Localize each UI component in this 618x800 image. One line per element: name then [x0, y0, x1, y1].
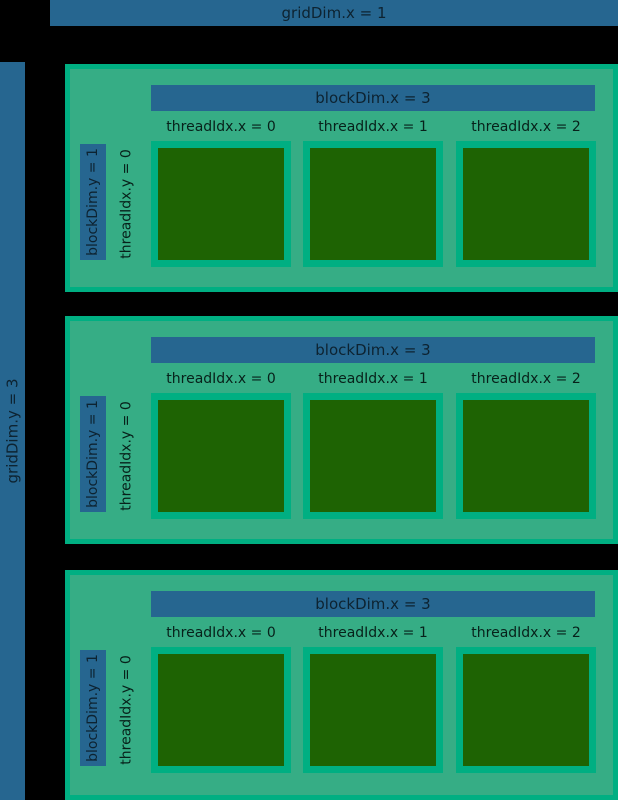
thread-square: [310, 654, 436, 766]
thread-square: [310, 400, 436, 512]
threadidx-x-label: threadIdx.x = 2: [471, 371, 581, 387]
thread-square: [158, 400, 284, 512]
threadidx-x-label: threadIdx.x = 2: [471, 625, 581, 641]
thread-cell: [151, 141, 291, 267]
thread-cell: [151, 393, 291, 519]
blockdim-x-bar: blockDim.x = 3: [151, 337, 595, 363]
threadidx-x-label: threadIdx.x = 1: [318, 625, 428, 641]
thread-square: [463, 148, 589, 260]
griddim-x-label: gridDim.x = 1: [281, 4, 387, 22]
thread-cell: [456, 141, 596, 267]
blockdim-y-bar: blockDim.y = 1: [80, 650, 106, 766]
blockdim-x-bar: blockDim.x = 3: [151, 85, 595, 111]
thread-square: [158, 654, 284, 766]
thread-cell: [456, 393, 596, 519]
threadidx-y-label: threadIdx.y = 0: [119, 149, 135, 259]
griddim-y-bar: gridDim.y = 3: [0, 62, 25, 800]
threadidx-y-label-wrap: threadIdx.y = 0: [112, 647, 142, 773]
thread-block-0: blockDim.x = 3 threadIdx.x = 0 threadIdx…: [65, 64, 618, 292]
thread-cell: [456, 647, 596, 773]
threadidx-y-label-wrap: threadIdx.y = 0: [112, 141, 142, 267]
thread-square: [310, 148, 436, 260]
blockdim-y-bar: blockDim.y = 1: [80, 396, 106, 512]
blockdim-x-label: blockDim.x = 3: [315, 341, 431, 359]
thread-square: [463, 654, 589, 766]
thread-cell: [151, 647, 291, 773]
thread-cell: [303, 141, 443, 267]
blockdim-x-bar: blockDim.x = 3: [151, 591, 595, 617]
griddim-x-bar: gridDim.x = 1: [50, 0, 618, 26]
threadidx-x-label: threadIdx.x = 0: [166, 371, 276, 387]
griddim-y-label: gridDim.y = 3: [3, 378, 22, 484]
blockdim-x-label: blockDim.x = 3: [315, 89, 431, 107]
threadidx-y-label-wrap: threadIdx.y = 0: [112, 393, 142, 519]
thread-block-1: blockDim.x = 3 threadIdx.x = 0 threadIdx…: [65, 316, 618, 544]
threadidx-x-label: threadIdx.x = 1: [318, 119, 428, 135]
blockdim-y-label: blockDim.y = 1: [85, 400, 102, 508]
threadidx-x-label: threadIdx.x = 0: [166, 119, 276, 135]
blockdim-x-label: blockDim.x = 3: [315, 595, 431, 613]
threadidx-y-label: threadIdx.y = 0: [119, 655, 135, 765]
threadidx-x-label: threadIdx.x = 2: [471, 119, 581, 135]
thread-cell: [303, 393, 443, 519]
threadidx-y-label: threadIdx.y = 0: [119, 401, 135, 511]
blockdim-y-bar: blockDim.y = 1: [80, 144, 106, 260]
threadidx-x-label: threadIdx.x = 1: [318, 371, 428, 387]
blockdim-y-label: blockDim.y = 1: [85, 148, 102, 256]
threadidx-x-label: threadIdx.x = 0: [166, 625, 276, 641]
thread-square: [463, 400, 589, 512]
thread-cell: [303, 647, 443, 773]
thread-block-2: blockDim.x = 3 threadIdx.x = 0 threadIdx…: [65, 570, 618, 800]
blockdim-y-label: blockDim.y = 1: [85, 654, 102, 762]
thread-square: [158, 148, 284, 260]
